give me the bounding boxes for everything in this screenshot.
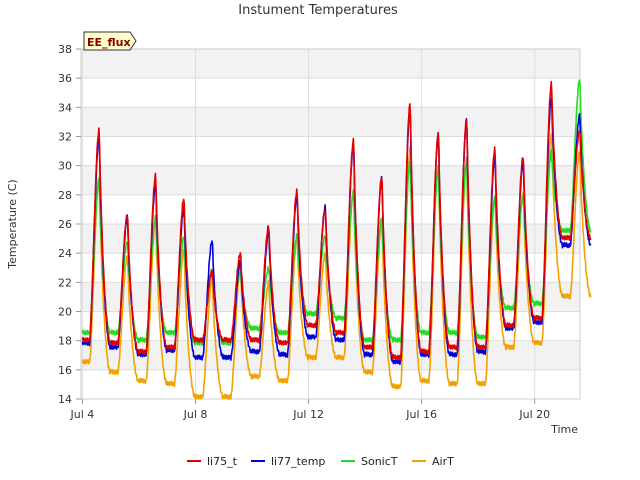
legend: li75_t li77_temp SonicT AirT [187, 455, 454, 468]
y-tick-label: 26 [58, 218, 72, 231]
y-tick-label: 16 [58, 364, 72, 377]
y-tick-label: 30 [58, 160, 72, 173]
grid-band [81, 49, 580, 79]
x-tick-label: Jul 16 [405, 408, 437, 421]
grid-band [81, 107, 580, 137]
badge: EE_flux [83, 31, 137, 51]
x-tick-label: Jul 12 [292, 408, 324, 421]
y-tick-label: 20 [58, 306, 72, 319]
legend-label-AirT: AirT [432, 455, 454, 468]
x-axis-title: Time [550, 423, 578, 436]
y-tick-label: 34 [58, 101, 72, 114]
y-axis-title: Temperature (C) [6, 179, 19, 269]
y-tick-label: 24 [58, 247, 72, 260]
y-tick-label: 18 [58, 335, 72, 348]
series-line-AirT [81, 133, 592, 400]
badge-shape [83, 31, 137, 51]
y-tick-label: 14 [58, 393, 72, 406]
plot-background-bands [81, 49, 580, 370]
series-line-li75_t [81, 80, 592, 361]
y-tick-label: 38 [58, 43, 72, 56]
y-tick-label: 28 [58, 189, 72, 202]
y-tick-label: 36 [58, 72, 72, 85]
series-line-SonicT [81, 79, 592, 346]
legend-label-li77_temp: li77_temp [271, 455, 325, 468]
y-axis: 14 16 18 20 22 24 26 28 30 32 34 36 38 [58, 43, 81, 406]
legend-label-li75_t: li75_t [207, 455, 238, 468]
x-tick-label: Jul 8 [183, 408, 208, 421]
x-tick-label: Jul 4 [70, 408, 95, 421]
legend-label-SonicT: SonicT [361, 455, 398, 468]
y-tick-label: 22 [58, 276, 72, 289]
y-tick-label: 32 [58, 131, 72, 144]
x-tick-label: Jul 20 [518, 408, 550, 421]
badge-label: EE_flux [87, 36, 131, 49]
chart-title: Instument Temperatures [238, 3, 398, 18]
series-lines [81, 79, 592, 400]
x-axis: Jul 4 Jul 8 Jul 12 Jul 16 Jul 20 [70, 399, 550, 421]
